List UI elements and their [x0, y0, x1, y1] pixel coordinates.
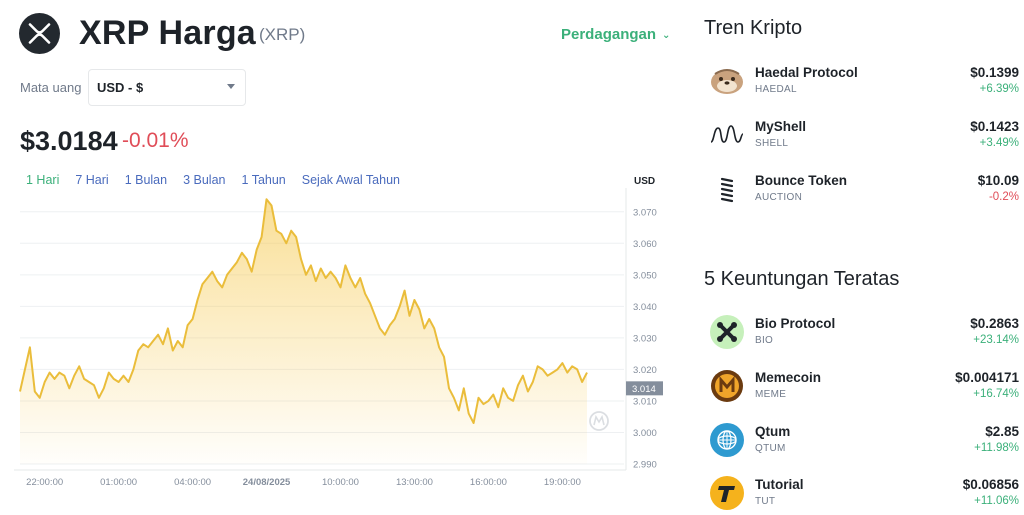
coin-symbol: (XRP) — [259, 25, 306, 44]
trending-row-bounce[interactable]: Bounce Token AUCTION $10.09 -0.2% — [704, 169, 1020, 209]
coin-change: +16.74% — [973, 388, 1019, 400]
currency-select-value: USD - $ — [97, 80, 144, 95]
range-tab-1-day[interactable]: 1 Hari — [26, 173, 60, 187]
coin-price: $0.2863 — [970, 316, 1019, 331]
coin-change: +11.98% — [974, 442, 1019, 454]
y-tick-label: 3.000 — [633, 428, 657, 439]
x-tick-label: 16:00:00 — [470, 477, 507, 488]
bounce-coil-icon — [710, 172, 744, 206]
gainer-row-memecoin[interactable]: Memecoin MEME $0.004171 +16.74% — [704, 366, 1020, 406]
x-tick-label: 10:00:00 — [322, 477, 359, 488]
coin-price: $0.1423 — [970, 119, 1019, 134]
coin-change: +6.39% — [979, 83, 1019, 95]
page-title: XRP Harga — [79, 14, 256, 52]
coin-price: $0.1399 — [970, 65, 1019, 80]
price-change: -0.01% — [122, 129, 189, 152]
coin-name: Bounce Token — [755, 173, 848, 188]
trending-row-myshell[interactable]: MyShell SHELL $0.1423 +3.49% — [704, 115, 1020, 155]
bio-protocol-icon — [710, 315, 744, 349]
x-tick-label: 01:00:00 — [100, 477, 137, 488]
coin-symbol: HAEDAL — [755, 84, 797, 95]
gainer-row-tutorial[interactable]: Tutorial TUT $0.06856 +11.06% — [704, 473, 1020, 513]
price-chart[interactable]: 3.070 3.060 3.050 3.040 3.030 3.020 3.010 3.000… — [0, 170, 665, 515]
x-tick-label: 19:00:00 — [544, 477, 581, 488]
y-tick-label: 3.060 — [633, 239, 657, 250]
range-tab-ytd[interactable]: Sejak Awal Tahun — [301, 173, 400, 187]
trade-dropdown-label: Perdagangan — [561, 26, 657, 43]
x-tick-label: 04:00:00 — [174, 477, 211, 488]
price-area-fill — [20, 199, 587, 464]
coin-change: -0.2% — [988, 191, 1019, 203]
coin-price: $0.06856 — [962, 477, 1019, 492]
gainer-row-bio[interactable]: Bio Protocol BIO $0.2863 +23.14% — [704, 312, 1020, 352]
gainer-row-qtum[interactable]: Qtum QTUM $2.85 +11.98% — [704, 420, 1020, 460]
coin-symbol: AUCTION — [755, 192, 803, 203]
currency-label: Mata uang — [20, 80, 82, 95]
trending-row-haedal[interactable]: Haedal Protocol HAEDAL $0.1399 +6.39% — [704, 61, 1020, 101]
coin-name: Qtum — [755, 424, 791, 439]
coin-watermark-icon — [589, 411, 609, 431]
coin-symbol: SHELL — [755, 138, 789, 149]
coin-price: $10.09 — [977, 173, 1019, 188]
y-tick-label: 3.070 — [633, 207, 657, 218]
y-tick-label: 3.050 — [633, 270, 657, 281]
top-gainers-title: 5 Keuntungan Teratas — [704, 268, 900, 290]
myshell-wave-icon — [710, 118, 744, 152]
price-line — [19, 198, 588, 424]
coin-price: $0.004171 — [955, 370, 1019, 385]
current-price-tag-label: 3.014 — [632, 384, 656, 395]
coin-symbol: BIO — [755, 335, 774, 346]
y-tick-label: 3.010 — [633, 396, 657, 407]
range-tab-1-year[interactable]: 1 Tahun — [241, 173, 286, 187]
coin-symbol: TUT — [755, 496, 776, 507]
coin-name: Haedal Protocol — [755, 65, 858, 80]
coin-name: MyShell — [755, 119, 807, 134]
memecoin-icon — [710, 369, 744, 403]
range-tabs: 1 Hari 7 Hari 1 Bulan 3 Bulan 1 Tahun Se… — [26, 173, 416, 187]
y-tick-label: 3.020 — [633, 365, 657, 376]
coin-change: +11.06% — [974, 495, 1019, 507]
caret-down-icon — [227, 84, 235, 89]
coin-price: $2.85 — [985, 424, 1019, 439]
coin-name: Memecoin — [755, 370, 822, 385]
y-tick-label: 3.040 — [633, 302, 657, 313]
x-tick-label: 13:00:00 — [396, 477, 433, 488]
coin-change: +3.49% — [979, 137, 1019, 149]
range-tab-3-months[interactable]: 3 Bulan — [183, 173, 226, 187]
chevron-down-icon: ⌄ — [662, 30, 671, 41]
coin-symbol: MEME — [755, 389, 787, 400]
trade-dropdown-button[interactable]: Perdagangan ⌄ — [561, 26, 670, 43]
coin-name: Bio Protocol — [755, 316, 836, 331]
coin-name: Tutorial — [755, 477, 804, 492]
x-tick-label: 22:00:00 — [26, 477, 63, 488]
qtum-icon — [710, 423, 744, 457]
chart-unit-label: USD — [634, 176, 655, 187]
current-price-tag — [626, 381, 663, 396]
range-tab-1-month[interactable]: 1 Bulan — [124, 173, 168, 187]
coin-symbol: QTUM — [755, 443, 786, 454]
xrp-logo-icon — [19, 13, 60, 54]
y-tick-label: 3.030 — [633, 333, 657, 344]
x-tick-label: 24/08/2025 — [243, 477, 291, 488]
price-chart-svg: 3.070 3.060 3.050 3.040 3.030 3.020 3.010 3.000… — [14, 176, 663, 488]
range-tab-7-days[interactable]: 7 Hari — [75, 173, 109, 187]
coin-change: +23.14% — [973, 334, 1019, 346]
current-price: $3.0184 — [20, 126, 118, 156]
currency-select[interactable]: USD - $ — [88, 69, 246, 106]
haedal-otter-icon — [710, 64, 744, 98]
trending-title: Tren Kripto — [704, 17, 803, 39]
tutorial-icon — [710, 476, 744, 510]
y-tick-label: 2.990 — [633, 460, 657, 471]
